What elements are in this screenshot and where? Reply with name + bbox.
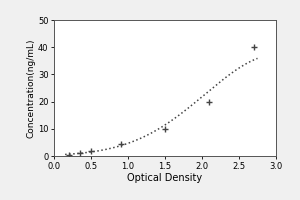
X-axis label: Optical Density: Optical Density xyxy=(128,173,202,183)
Y-axis label: Concentration(ng/mL): Concentration(ng/mL) xyxy=(27,38,36,138)
